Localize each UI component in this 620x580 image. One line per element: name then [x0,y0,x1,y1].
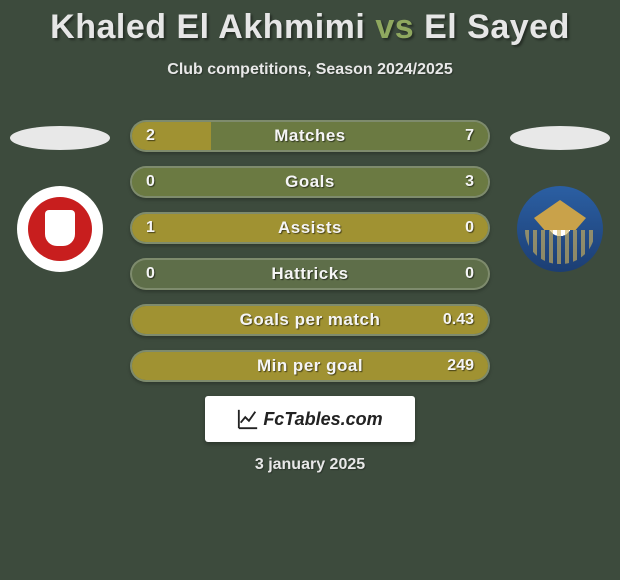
player2-column [510,126,610,272]
watermark: FcTables.com [205,396,415,442]
vs-text: vs [375,8,414,46]
player1-avatar [10,126,110,150]
player2-name: El Sayed [424,8,570,46]
player2-avatar [510,126,610,150]
watermark-text: FcTables.com [263,409,382,430]
stat-row: 27Matches [130,120,490,152]
stat-row: 03Goals [130,166,490,198]
stat-row: 00Hattricks [130,258,490,290]
player1-club-badge [17,186,103,272]
player1-name: Khaled El Akhmimi [50,8,365,46]
stat-label: Assists [132,218,488,238]
comparison-title: Khaled El Akhmimi vs El Sayed [0,0,620,47]
stat-row: 0.43Goals per match [130,304,490,336]
stat-label: Matches [132,126,488,146]
chart-icon [237,408,259,430]
stat-row: 249Min per goal [130,350,490,382]
player1-column [10,126,110,272]
watermark-logo: FcTables.com [237,408,382,430]
stat-label: Goals per match [132,310,488,330]
stat-label: Min per goal [132,356,488,376]
player2-club-badge [517,186,603,272]
stat-label: Hattricks [132,264,488,284]
subtitle: Club competitions, Season 2024/2025 [0,61,620,79]
stat-bars: 27Matches 03Goals 10Assists 00Hattricks 0.43… [130,120,490,396]
stat-label: Goals [132,172,488,192]
stat-row: 10Assists [130,212,490,244]
footer-date: 3 january 2025 [0,456,620,474]
